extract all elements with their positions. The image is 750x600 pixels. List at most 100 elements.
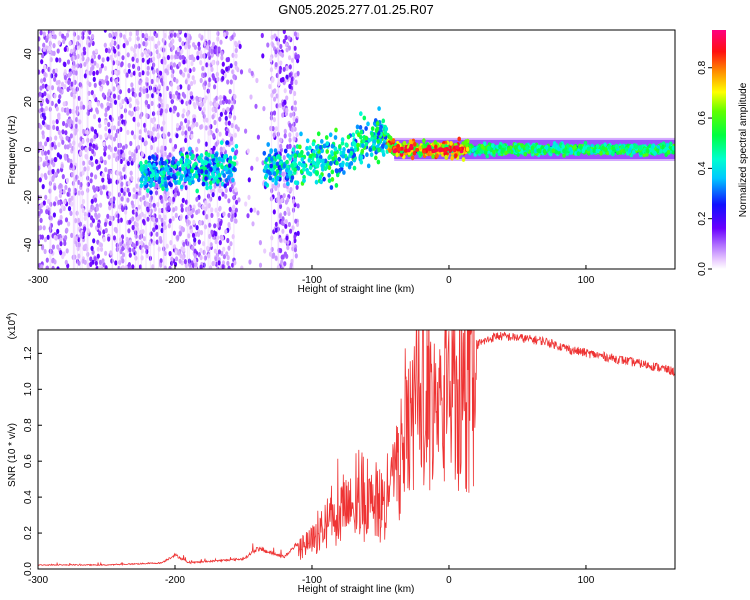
heatmap-cell xyxy=(160,108,164,114)
heatmap-cell xyxy=(443,148,448,153)
heatmap-cell xyxy=(217,187,222,193)
heatmap-cell xyxy=(356,142,360,148)
heatmap-cell xyxy=(139,166,143,172)
heatmap-cell xyxy=(501,148,505,154)
heatmap-cell xyxy=(174,187,178,193)
heatmap-cell xyxy=(227,175,231,180)
heatmap-cell xyxy=(42,31,46,37)
heatmap-cell xyxy=(288,55,292,61)
heatmap-cell xyxy=(221,99,225,105)
heatmap-cell xyxy=(195,188,199,194)
heatmap-cell xyxy=(55,125,60,132)
heatmap-cell xyxy=(98,230,102,236)
heatmap-cell xyxy=(311,141,316,147)
heatmap-cell xyxy=(294,253,298,259)
heatmap-cell xyxy=(121,265,125,269)
heatmap-cell xyxy=(331,156,336,162)
heatmap-cell xyxy=(131,63,136,69)
heatmap-cell xyxy=(334,183,339,188)
heatmap-cell xyxy=(90,126,95,132)
heatmap-cell xyxy=(173,261,178,267)
heatmap-cell xyxy=(230,122,234,129)
heatmap-cell xyxy=(216,178,220,184)
heatmap-cell xyxy=(190,60,194,67)
heatmap-cell xyxy=(279,248,283,254)
heatmap-cell xyxy=(159,262,163,268)
heatmap-cell xyxy=(311,160,316,166)
heatmap-cell xyxy=(595,148,599,154)
heatmap-cell xyxy=(96,246,100,252)
heatmap-cell xyxy=(122,43,126,49)
heatmap-cell xyxy=(289,186,293,193)
heatmap-cell xyxy=(52,43,56,49)
heatmap-cell xyxy=(286,206,290,212)
heatmap-cell xyxy=(42,46,46,52)
heatmap-cell xyxy=(504,150,508,156)
heatmap-cell xyxy=(590,143,594,149)
heatmap-cell xyxy=(272,171,277,177)
heatmap-cell xyxy=(607,144,612,150)
heatmap-cell xyxy=(57,142,61,148)
heatmap-cell xyxy=(374,155,378,161)
heatmap-cell xyxy=(346,148,351,154)
heatmap-cell xyxy=(179,159,183,165)
heatmap-cell xyxy=(102,229,106,235)
heatmap-cell xyxy=(67,221,71,227)
heatmap-cell xyxy=(41,184,45,190)
heatmap-cell xyxy=(147,155,152,161)
heatmap-cell xyxy=(218,116,222,122)
heatmap-cell xyxy=(174,54,178,60)
heatmap-cell xyxy=(293,31,297,37)
heatmap-cell xyxy=(269,163,274,169)
heatmap-cell xyxy=(211,261,215,267)
heatmap-cell xyxy=(56,266,60,269)
heatmap-cell xyxy=(127,62,131,69)
heatmap-cell xyxy=(128,36,132,42)
heatmap-cell xyxy=(55,57,59,63)
heatmap-cell xyxy=(465,146,470,152)
heatmap-cell xyxy=(501,143,506,149)
y-tick-label: 0.2 xyxy=(23,526,34,540)
heatmap-cell xyxy=(228,206,232,212)
snr-x-ticks: -300 -200 -100 0 100 xyxy=(28,565,595,586)
heatmap-cell xyxy=(282,30,286,35)
heatmap-cell xyxy=(475,149,479,155)
heatmap-cell xyxy=(624,147,629,152)
heatmap-cell xyxy=(300,157,305,162)
heatmap-cell xyxy=(224,178,229,183)
heatmap-cell xyxy=(370,126,375,131)
heatmap-cell xyxy=(293,45,297,51)
heatmap-cell xyxy=(288,143,292,149)
heatmap-cell xyxy=(68,108,72,114)
heatmap-cell xyxy=(57,98,61,104)
heatmap-cell xyxy=(170,160,175,165)
heatmap-cell xyxy=(43,91,47,97)
heatmap-cell xyxy=(286,181,290,187)
heatmap-cell xyxy=(130,151,134,158)
heatmap-cell xyxy=(72,30,74,269)
heatmap-cell xyxy=(112,196,116,202)
heatmap-cell xyxy=(457,136,462,142)
heatmap-cell xyxy=(92,238,96,244)
heatmap-cell xyxy=(219,39,223,45)
heatmap-cell xyxy=(155,173,160,178)
heatmap-cell xyxy=(128,219,132,225)
heatmap-cell xyxy=(279,43,283,50)
heatmap-cell xyxy=(82,160,86,166)
heatmap-cell xyxy=(112,152,116,159)
heatmap-cell xyxy=(318,174,323,180)
heatmap-cell xyxy=(44,105,49,112)
heatmap-cell xyxy=(328,154,332,160)
heatmap-cell xyxy=(285,167,289,173)
heatmap-cell xyxy=(288,72,292,78)
heatmap-cell xyxy=(193,253,197,259)
heatmap-cell xyxy=(233,155,237,161)
heatmap-cell xyxy=(282,163,287,169)
heatmap-cell xyxy=(290,175,295,181)
heatmap-cell xyxy=(146,207,150,213)
heatmap-cell xyxy=(327,165,332,171)
heatmap-cell xyxy=(263,181,268,187)
heatmap-cell xyxy=(114,260,118,266)
heatmap-cell xyxy=(207,163,211,169)
heatmap-cell xyxy=(367,137,372,143)
